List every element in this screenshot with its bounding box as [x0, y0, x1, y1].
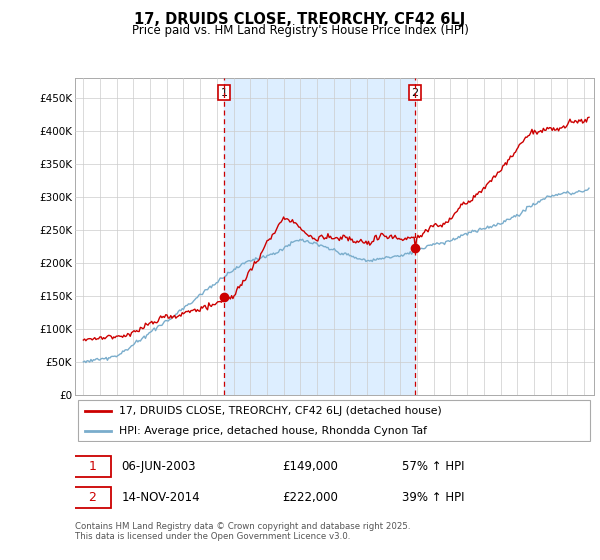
Text: Price paid vs. HM Land Registry's House Price Index (HPI): Price paid vs. HM Land Registry's House …	[131, 24, 469, 36]
Bar	[224, 78, 415, 395]
Text: Contains HM Land Registry data © Crown copyright and database right 2025.
This d: Contains HM Land Registry data © Crown c…	[75, 522, 410, 542]
FancyBboxPatch shape	[73, 456, 112, 477]
Text: 06-JUN-2003: 06-JUN-2003	[122, 460, 196, 473]
Text: £222,000: £222,000	[283, 491, 338, 504]
Text: £149,000: £149,000	[283, 460, 338, 473]
FancyBboxPatch shape	[73, 487, 112, 508]
Text: 57% ↑ HPI: 57% ↑ HPI	[402, 460, 464, 473]
Text: HPI: Average price, detached house, Rhondda Cynon Taf: HPI: Average price, detached house, Rhon…	[119, 426, 427, 436]
Text: 1: 1	[88, 460, 96, 473]
FancyBboxPatch shape	[77, 400, 590, 441]
Text: 14-NOV-2014: 14-NOV-2014	[122, 491, 200, 504]
Text: 2: 2	[88, 491, 96, 504]
Text: 17, DRUIDS CLOSE, TREORCHY, CF42 6LJ: 17, DRUIDS CLOSE, TREORCHY, CF42 6LJ	[134, 12, 466, 27]
Text: 39% ↑ HPI: 39% ↑ HPI	[402, 491, 464, 504]
Text: 1: 1	[221, 87, 227, 97]
Text: 17, DRUIDS CLOSE, TREORCHY, CF42 6LJ (detached house): 17, DRUIDS CLOSE, TREORCHY, CF42 6LJ (de…	[119, 405, 442, 416]
Text: 2: 2	[412, 87, 418, 97]
